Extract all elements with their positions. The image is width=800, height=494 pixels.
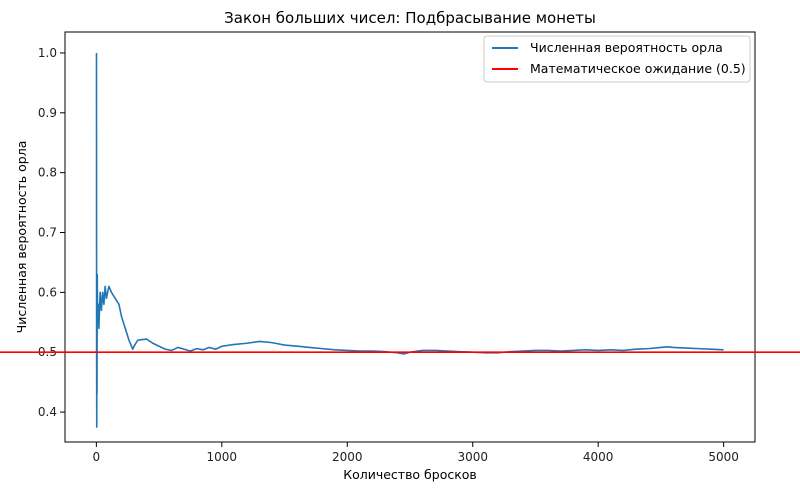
y-tick-label: 0.8 [38, 166, 57, 180]
x-axis-label: Количество бросков [343, 467, 477, 482]
x-tick-label: 5000 [708, 450, 739, 464]
legend-label-numeric-probability: Численная вероятность орла [530, 40, 723, 55]
y-tick-label: 0.9 [38, 106, 57, 120]
legend: Численная вероятность орла Математическо… [483, 35, 751, 83]
x-tick-label: 0 [93, 450, 101, 464]
x-tick-label: 4000 [583, 450, 614, 464]
plot-area: 0 1000 2000 3000 4000 5000 0.40.50.60.70.80.9… [0, 31, 800, 464]
y-tick-label: 0.6 [38, 285, 57, 299]
y-axis-label: Численная вероятность орла [14, 141, 29, 334]
y-tick-label: 1.0 [38, 46, 57, 60]
x-tick-label: 1000 [207, 450, 238, 464]
legend-label-expected-value: Математическое ожидание (0.5) [530, 61, 746, 76]
y-tick-label: 0.7 [38, 226, 57, 240]
x-tick-label: 2000 [332, 450, 363, 464]
x-tick-label: 3000 [457, 450, 488, 464]
axes-frame [64, 31, 756, 443]
x-axis-ticks: 0 1000 2000 3000 4000 5000 [93, 442, 739, 464]
y-tick-label: 0.4 [38, 405, 57, 419]
series-layer [0, 52, 800, 428]
legend-frame [483, 35, 751, 83]
chart-title: Закон больших чисел: Подбрасывание монет… [224, 9, 596, 27]
series-line-numeric-probability [95, 52, 724, 428]
